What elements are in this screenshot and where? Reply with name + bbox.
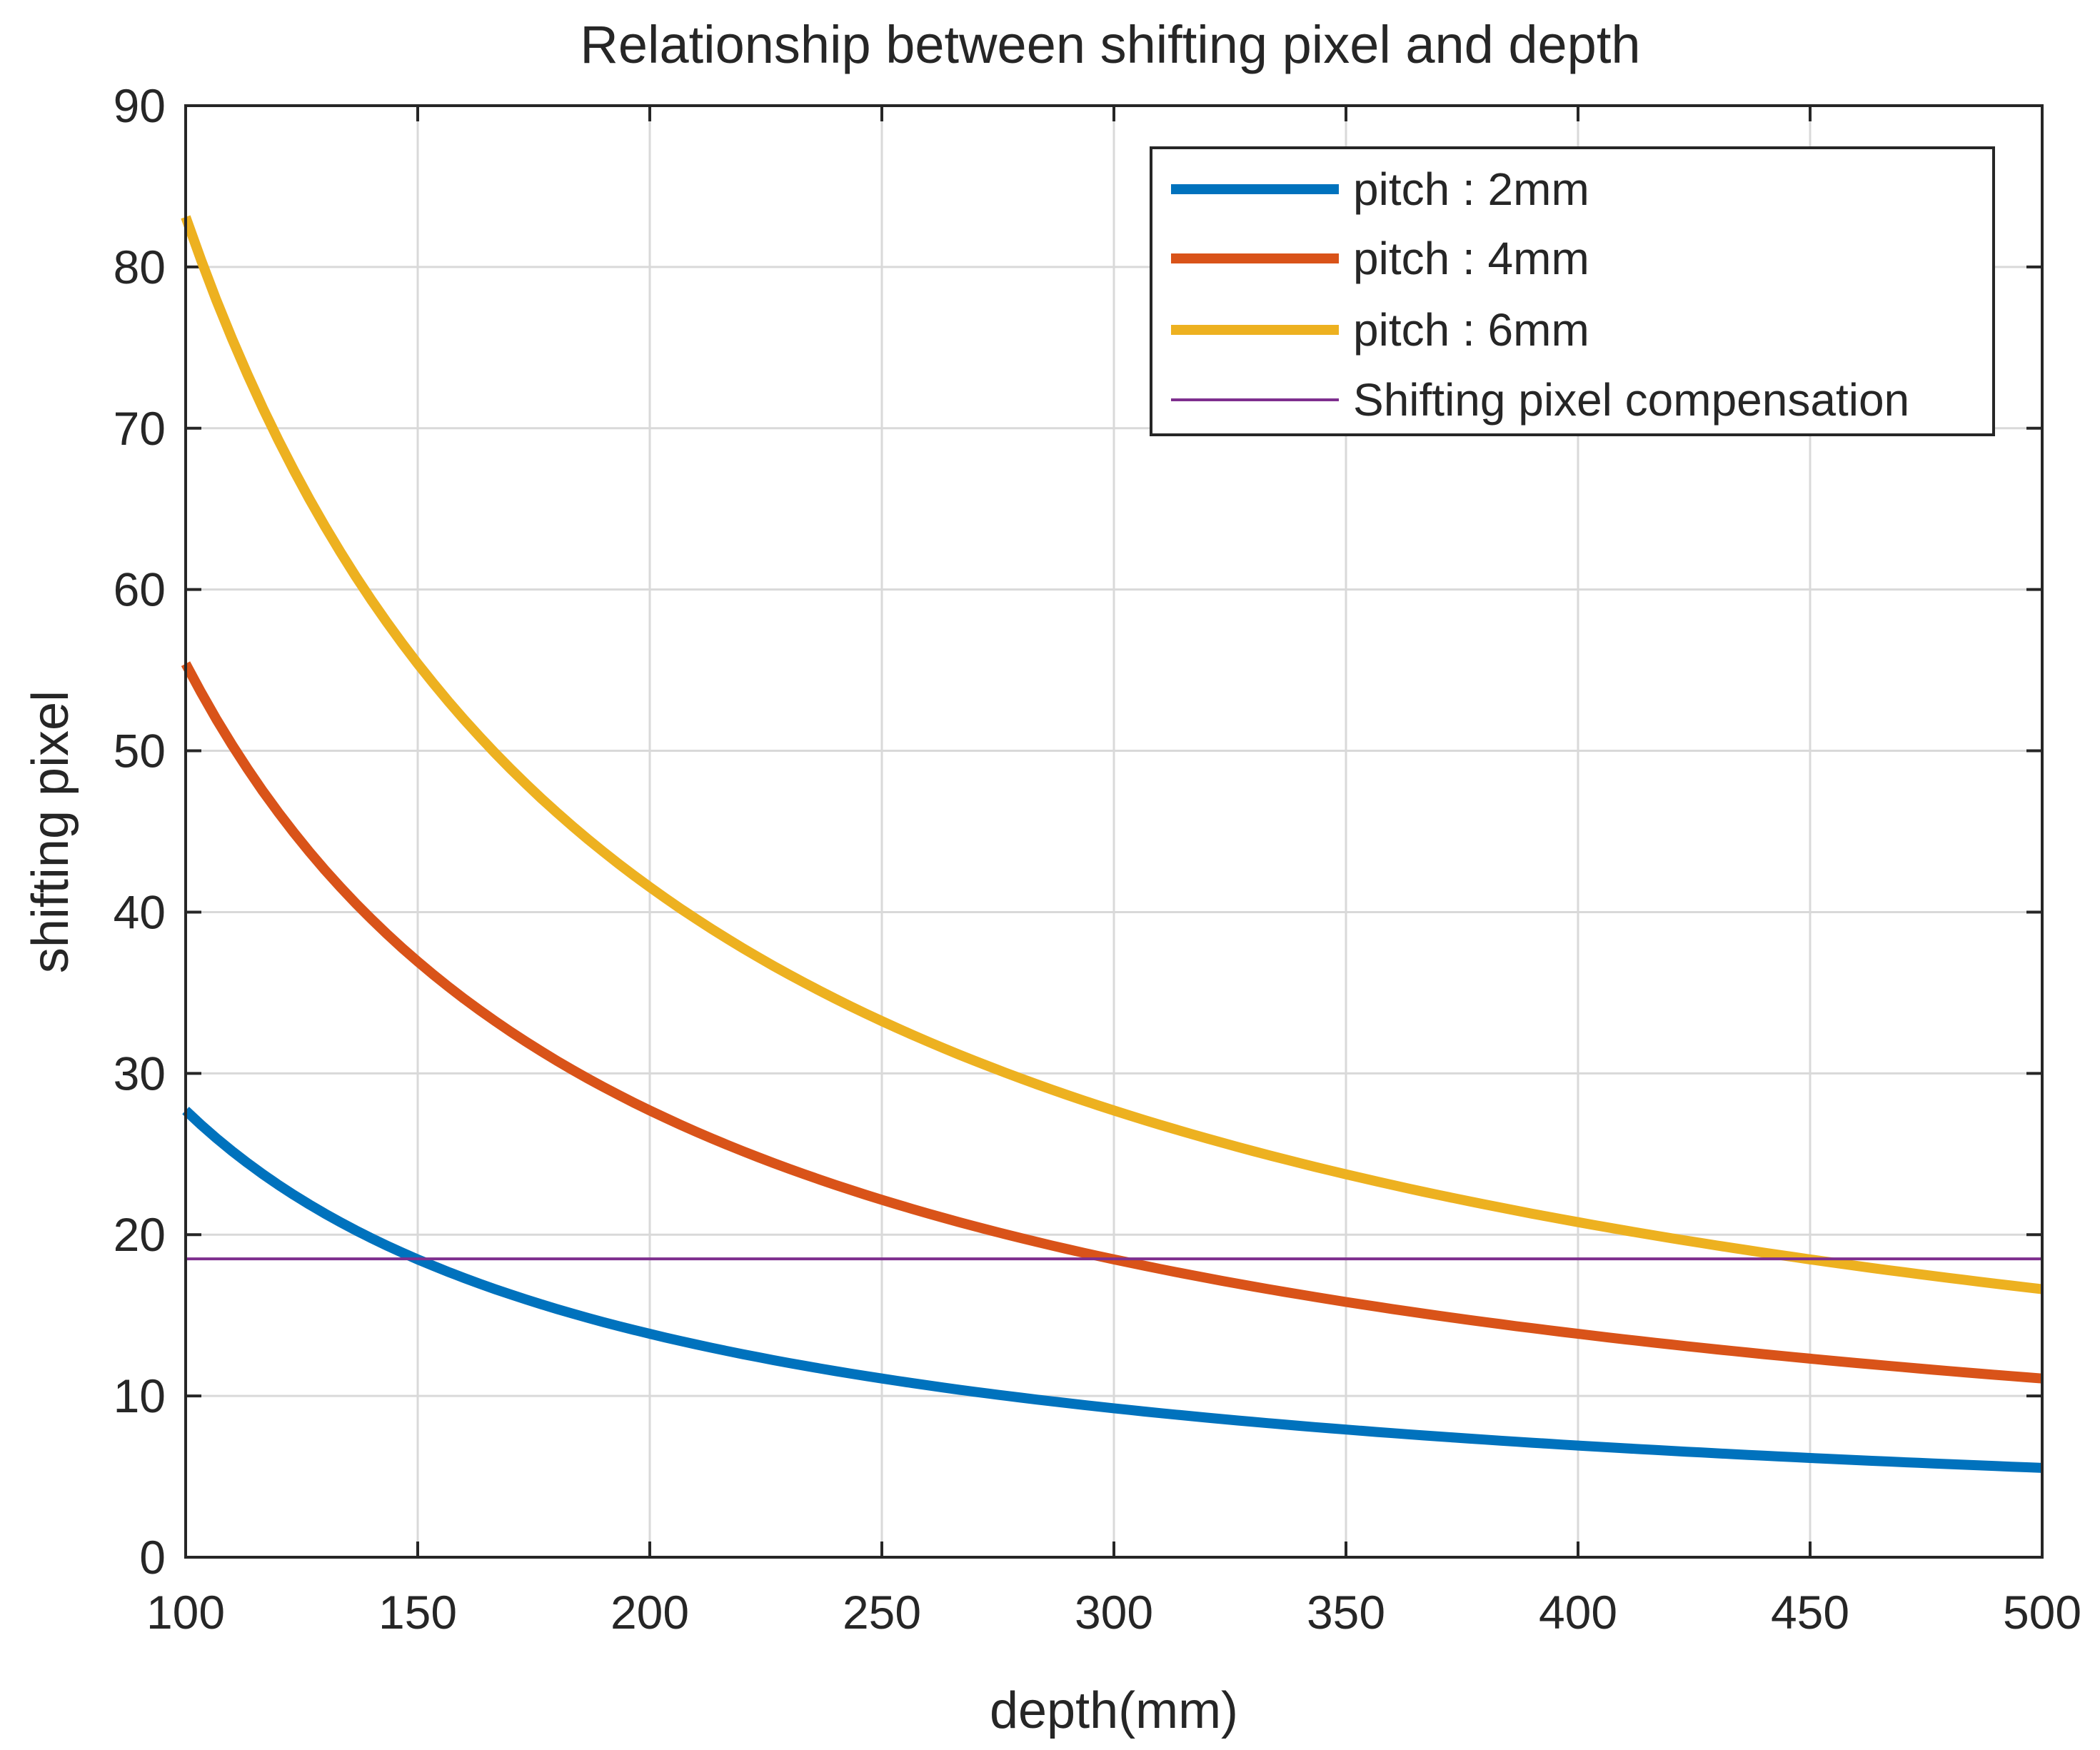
y-tick-label: 80 [114,241,166,293]
y-tick-label: 60 [114,563,166,616]
x-tick-label: 350 [1307,1586,1385,1639]
y-tick-label: 50 [114,725,166,778]
x-tick-label: 100 [146,1586,225,1639]
y-tick-label: 90 [114,79,166,132]
plot-frame [184,104,2044,1559]
legend-label-1: pitch : 2mm [1353,164,1589,215]
x-tick-label: 400 [1539,1586,1617,1639]
x-tick-label: 450 [1771,1586,1849,1639]
y-tick-label: 0 [139,1531,166,1584]
y-tick-label: 40 [114,885,166,938]
legend: pitch : 2mm pitch : 4mm pitch : 6mm Shiftin… [1150,146,1995,436]
x-tick-label: 250 [843,1586,921,1639]
series-line-3 [181,215,2043,1294]
y-axis-label: shifting pixel [22,690,79,973]
y-tick-labels: 0 10 20 30 40 50 60 70 80 90 [114,79,166,1584]
legend-items: pitch : 2mm pitch : 4mm pitch : 6mm Shiftin… [1171,164,1909,426]
legend-box [1150,146,1995,436]
chart-title: Relationship between shifting pixel and … [580,15,1640,74]
y-tick-label: 30 [114,1047,166,1100]
y-tick-label: 70 [114,402,166,455]
x-axis-label: depth(mm) [990,1682,1238,1739]
x-tick-label: 200 [611,1586,689,1639]
x-tick-labels: 100 150 200 250 300 350 400 450 500 [146,1586,2081,1639]
legend-label-3: pitch : 6mm [1353,304,1589,356]
y-tick-label: 20 [114,1208,166,1261]
x-tick-label: 150 [378,1586,457,1639]
y-tick-label: 10 [114,1369,166,1422]
x-tick-label: 500 [2003,1586,2081,1639]
series-line-1 [182,1107,2043,1473]
x-tick-label: 300 [1075,1586,1153,1639]
series-layer [181,215,2043,1473]
legend-label-2: pitch : 4mm [1353,233,1589,284]
legend-label-4: Shifting pixel compensation [1353,374,1909,426]
